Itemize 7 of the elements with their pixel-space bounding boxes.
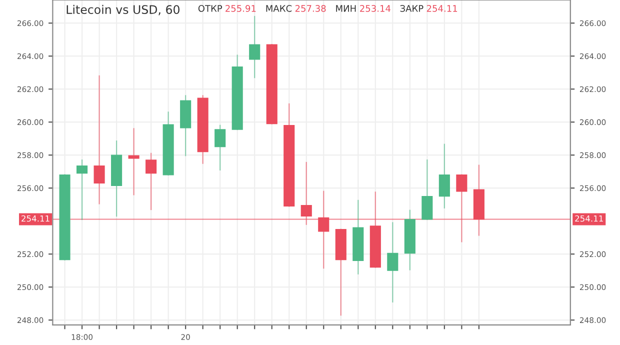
annotation: ОТКР 255.91 bbox=[198, 5, 256, 12]
text: 254.11 bbox=[575, 215, 603, 222]
annotation: ЗАКР 254.11 bbox=[400, 5, 458, 12]
ref-line-label: 254.11 bbox=[22, 215, 50, 222]
chart-title: Litecoin vs USD, 60 bbox=[66, 4, 180, 16]
annotation: МИН 253.14 bbox=[336, 5, 390, 12]
annotation: МАКС 257.38 bbox=[266, 5, 326, 12]
